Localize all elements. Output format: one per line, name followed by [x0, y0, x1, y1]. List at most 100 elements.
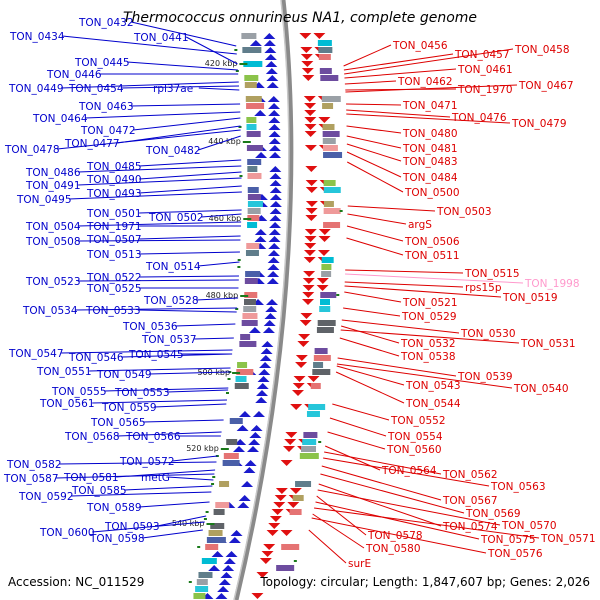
gene-label-left[interactable]: TON_0593	[104, 521, 160, 533]
gene-label-right[interactable]: TON_0461	[457, 64, 513, 76]
gene-label-right[interactable]: TON_0480	[402, 128, 458, 140]
gene-label-left[interactable]: TON_0490	[86, 174, 142, 186]
gene-label-right[interactable]: TON_1998	[524, 278, 580, 290]
gene-label-right[interactable]: TON_0532	[400, 338, 456, 350]
gene-label-left[interactable]: TON_0546	[68, 352, 124, 364]
gene-label-right[interactable]: TON_0471	[402, 100, 458, 112]
gene-label-right[interactable]: TON_0456	[392, 40, 448, 52]
gene-label-left[interactable]: TON_0486	[25, 167, 81, 179]
gene-label-right[interactable]: TON_0467	[518, 80, 574, 92]
gene-label-left[interactable]: TON_0478	[4, 144, 60, 156]
gene-label-left[interactable]: TON_0449	[8, 83, 64, 95]
gene-label-left[interactable]: TON_1971	[86, 221, 142, 233]
gene-label-left[interactable]: TON_0501	[86, 208, 142, 220]
gene-label-left[interactable]: TON_0534	[22, 305, 78, 317]
gene-label-left[interactable]: TON_0491	[25, 180, 81, 192]
gene-label-right[interactable]: TON_0567	[442, 495, 498, 507]
gene-label-left[interactable]: TON_0434	[9, 31, 65, 43]
gene-label-left[interactable]: TON_0585	[71, 485, 127, 497]
gene-label-right[interactable]: TON_0503	[436, 206, 492, 218]
gene-label-left[interactable]: TON_0493	[86, 188, 142, 200]
gene-label-right[interactable]: TON_0457	[454, 49, 510, 61]
gene-label-left[interactable]: metG	[141, 472, 170, 484]
gene-label-left[interactable]: TON_0464	[32, 113, 88, 125]
gene-label-right[interactable]: TON_0576	[487, 548, 543, 560]
gene-label-right[interactable]: TON_0574	[442, 521, 498, 533]
gene-label-right[interactable]: TON_0569	[465, 508, 521, 520]
gene-label-right[interactable]: TON_0481	[402, 143, 458, 155]
gene-label-right[interactable]: TON_0571	[540, 533, 596, 545]
gene-label-left[interactable]: TON_0598	[89, 533, 145, 545]
gene-label-right[interactable]: TON_0529	[401, 311, 457, 323]
gene-label-left[interactable]: TON_0547	[8, 348, 64, 360]
gene-label-left[interactable]: TON_0565	[90, 417, 146, 429]
gene-label-right[interactable]: TON_0543	[405, 380, 461, 392]
gene-label-left[interactable]: TON_0537	[141, 334, 197, 346]
gene-label-right[interactable]: TON_0500	[404, 187, 460, 199]
gene-label-left[interactable]: TON_0432	[78, 17, 134, 29]
gene-label-right[interactable]: TON_0506	[404, 236, 460, 248]
gene-label-left[interactable]: TON_0463	[78, 101, 134, 113]
gene-label-right[interactable]: TON_0580	[365, 543, 421, 555]
gene-label-right[interactable]: TON_0544	[405, 398, 461, 410]
gene-label-right[interactable]: TON_0531	[520, 338, 576, 350]
gene-label-right[interactable]: TON_0521	[402, 297, 458, 309]
gene-label-left[interactable]: TON_0454	[68, 83, 124, 95]
gene-label-right[interactable]: TON_0538	[400, 351, 456, 363]
gene-label-left[interactable]: TON_0589	[86, 502, 142, 514]
gene-label-right[interactable]: TON_0484	[402, 172, 458, 184]
gene-label-left[interactable]: TON_0545	[128, 349, 184, 361]
gene-label-right[interactable]: TON_0554	[387, 431, 443, 443]
gene-label-left[interactable]: TON_0504	[25, 221, 81, 233]
gene-label-right[interactable]: TON_0578	[367, 530, 423, 542]
gene-label-left[interactable]: TON_0528	[143, 295, 199, 307]
gene-label-right[interactable]: TON_0515	[464, 268, 520, 280]
gene-label-left[interactable]: TON_0533	[85, 305, 141, 317]
gene-label-right[interactable]: TON_0560	[386, 444, 442, 456]
gene-label-right[interactable]: TON_0458	[514, 44, 570, 56]
gene-label-left[interactable]: TON_0536	[122, 321, 178, 333]
gene-label-left[interactable]: TON_0495	[16, 194, 72, 206]
gene-label-right[interactable]: TON_0539	[457, 371, 513, 383]
gene-label-left[interactable]: TON_0513	[86, 249, 142, 261]
gene-label-right[interactable]: TON_0530	[460, 328, 516, 340]
gene-label-right[interactable]: TON_0479	[511, 118, 567, 130]
gene-label-left[interactable]: TON_0445	[74, 57, 130, 69]
gene-label-left[interactable]: TON_0477	[64, 138, 120, 150]
gene-label-left[interactable]: TON_0441	[133, 32, 189, 44]
gene-label-left[interactable]: TON_0592	[18, 491, 74, 503]
gene-label-left[interactable]: TON_0514	[145, 261, 201, 273]
gene-label-right[interactable]: TON_0519	[502, 292, 558, 304]
gene-label-right[interactable]: TON_0564	[381, 465, 437, 477]
gene-label-left[interactable]: TON_0566	[125, 431, 181, 443]
gene-label-left[interactable]: TON_0587	[3, 473, 59, 485]
gene-label-right[interactable]: TON_0563	[490, 481, 546, 493]
gene-label-left[interactable]: TON_0523	[25, 276, 81, 288]
gene-label-left[interactable]: TON_0551	[36, 366, 92, 378]
gene-label-right[interactable]: TON_0483	[402, 156, 458, 168]
gene-label-left[interactable]: TON_0472	[80, 125, 136, 137]
gene-label-right[interactable]: TON_0562	[442, 469, 498, 481]
gene-label-right[interactable]: TON_0476	[451, 112, 507, 124]
gene-label-left[interactable]: TON_0508	[25, 236, 81, 248]
gene-label-left[interactable]: TON_0600	[39, 527, 95, 539]
gene-label-right[interactable]: TON_0540	[513, 383, 569, 395]
gene-label-left[interactable]: TON_0561	[39, 398, 95, 410]
gene-label-left[interactable]: TON_0482	[145, 145, 201, 157]
gene-label-left[interactable]: TON_0559	[101, 402, 157, 414]
gene-label-right[interactable]: TON_0552	[390, 415, 446, 427]
gene-label-right[interactable]: TON_0511	[404, 250, 460, 262]
gene-label-left[interactable]: TON_0507	[86, 234, 142, 246]
gene-label-right[interactable]: surE	[348, 558, 371, 570]
gene-label-left[interactable]: rpl37ae	[153, 83, 193, 95]
gene-label-left[interactable]: TON_0582	[6, 459, 62, 471]
gene-label-right[interactable]: rps15p	[465, 282, 502, 294]
gene-label-left[interactable]: TON_0485	[86, 161, 142, 173]
gene-label-left[interactable]: TON_0522	[86, 272, 142, 284]
gene-label-left[interactable]: TON_0553	[114, 387, 170, 399]
gene-label-right[interactable]: TON_0462	[397, 76, 453, 88]
gene-label-right[interactable]: TON_0570	[501, 520, 557, 532]
gene-label-left[interactable]: TON_0555	[51, 386, 107, 398]
gene-label-left[interactable]: TON_0525	[86, 283, 142, 295]
gene-label-right[interactable]: TON_0575	[480, 534, 536, 546]
